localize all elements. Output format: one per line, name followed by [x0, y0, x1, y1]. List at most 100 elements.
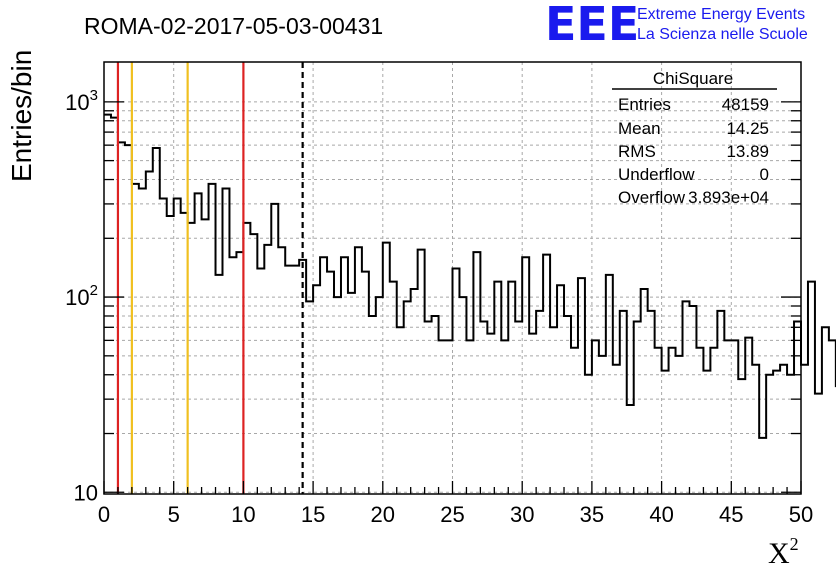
histogram-bin: [494, 282, 501, 494]
x-tick-label: 30: [510, 502, 534, 527]
histogram-bin: [432, 316, 439, 494]
histogram-bin: [571, 348, 578, 494]
stats-box-title: ChiSquare: [653, 69, 733, 88]
stat-rms-label: RMS: [618, 142, 656, 161]
histogram-bin: [564, 316, 571, 494]
histogram-bin: [397, 327, 404, 494]
histogram-bin: [787, 375, 794, 494]
histogram-bin: [731, 340, 738, 494]
histogram-bin: [306, 301, 313, 494]
logo-line-1: Extreme Energy Events: [637, 6, 805, 23]
marker-lines: [116, 62, 304, 494]
histogram-bin: [683, 301, 690, 494]
histogram-bin: [355, 247, 362, 494]
histogram-bin: [439, 340, 446, 494]
histogram-bin: [216, 275, 223, 494]
histogram-bin: [738, 379, 745, 494]
x-tick-label: 15: [301, 502, 325, 527]
stat-mean-value: 14.25: [726, 119, 769, 138]
histogram-bin: [536, 311, 543, 494]
histogram-bin: [759, 438, 766, 494]
histogram-bin: [801, 365, 808, 494]
chart-title: ROMA-02-2017-05-03-00431: [84, 13, 383, 39]
histogram-bin: [550, 327, 557, 494]
histogram-bin: [557, 285, 564, 494]
histogram-bin: [411, 289, 418, 494]
histogram-bin: [195, 193, 202, 494]
histogram-bin: [341, 257, 348, 494]
histogram-bin: [139, 188, 146, 494]
histogram-bin: [250, 234, 257, 494]
histogram-bin: [376, 297, 383, 494]
axes: 0 5 10 15 20 25 30 35 40 45 50 10 102 103: [65, 87, 813, 527]
histogram-bin: [578, 278, 585, 494]
histogram-bin: [773, 371, 780, 494]
histogram-bin: [585, 375, 592, 494]
histogram-bin: [292, 266, 299, 494]
histogram-bin: [752, 365, 759, 494]
histogram-bin: [453, 269, 460, 494]
histogram-bin: [599, 356, 606, 494]
x-axis-label: X2: [768, 534, 799, 570]
histogram-bin: [487, 334, 494, 494]
histogram-bin: [473, 252, 480, 494]
histogram-bin: [404, 301, 411, 494]
stat-overflow-label: Overflow: [618, 188, 686, 207]
stat-mean-label: Mean: [618, 119, 661, 138]
histogram-bin: [390, 282, 397, 494]
histogram-bin: [229, 257, 236, 494]
x-tick-label: 10: [231, 502, 255, 527]
histogram-bin: [446, 340, 453, 494]
histogram-bin: [717, 311, 724, 494]
histogram-bin: [703, 371, 710, 494]
histogram-bin: [264, 245, 271, 494]
histogram-bars: [104, 113, 836, 494]
stat-underflow-value: 0: [760, 165, 769, 184]
x-tick-label: 35: [580, 502, 604, 527]
x-tick-label: 0: [98, 502, 110, 527]
histogram-bin: [822, 327, 829, 494]
histogram-bin: [334, 297, 341, 494]
histogram-bin: [104, 115, 111, 494]
stat-underflow-label: Underflow: [618, 165, 695, 184]
y-tick-label: 103: [65, 87, 98, 115]
histogram-outline: [104, 113, 836, 439]
histogram-bin: [146, 171, 153, 494]
histogram-bin: [745, 338, 752, 494]
histogram-bin: [620, 311, 627, 494]
x-tick-label: 40: [649, 502, 673, 527]
x-tick-label: 20: [371, 502, 395, 527]
histogram-bin: [383, 243, 390, 494]
histogram-bin: [160, 198, 167, 494]
stat-overflow-value: 3.893e+04: [688, 188, 769, 207]
histogram-bin: [522, 257, 529, 494]
histogram-bin: [480, 321, 487, 494]
histogram-bin: [815, 394, 822, 494]
y-tick-label: 10: [74, 480, 98, 505]
histogram-bin: [529, 334, 536, 494]
histogram-bin: [515, 321, 522, 494]
histogram-bin: [780, 365, 787, 494]
histogram-bin: [829, 340, 836, 494]
histogram-bin: [808, 282, 815, 494]
x-axis-label-superscript: 2: [790, 534, 799, 554]
histogram-bin: [794, 321, 801, 494]
histogram-bin: [327, 272, 334, 494]
x-tick-label: 50: [789, 502, 813, 527]
histogram-bin: [766, 375, 773, 494]
histogram-bin: [425, 321, 432, 494]
x-axis-label-base: X: [768, 537, 790, 570]
histogram-bin: [627, 405, 634, 494]
histogram-bin: [153, 148, 160, 494]
histogram-bin: [669, 348, 676, 494]
histogram-bin: [696, 348, 703, 494]
stat-rms-value: 13.89: [726, 142, 769, 161]
histogram-bin: [501, 340, 508, 494]
histogram-bin: [662, 371, 669, 494]
stats-box: ChiSquare Entries 48159 Mean 14.25 RMS 1…: [612, 69, 777, 207]
histogram-bin: [369, 316, 376, 494]
histogram-bin: [313, 285, 320, 494]
histogram-bin: [710, 348, 717, 494]
histogram-bin: [362, 272, 369, 494]
histogram-bin: [689, 306, 696, 494]
